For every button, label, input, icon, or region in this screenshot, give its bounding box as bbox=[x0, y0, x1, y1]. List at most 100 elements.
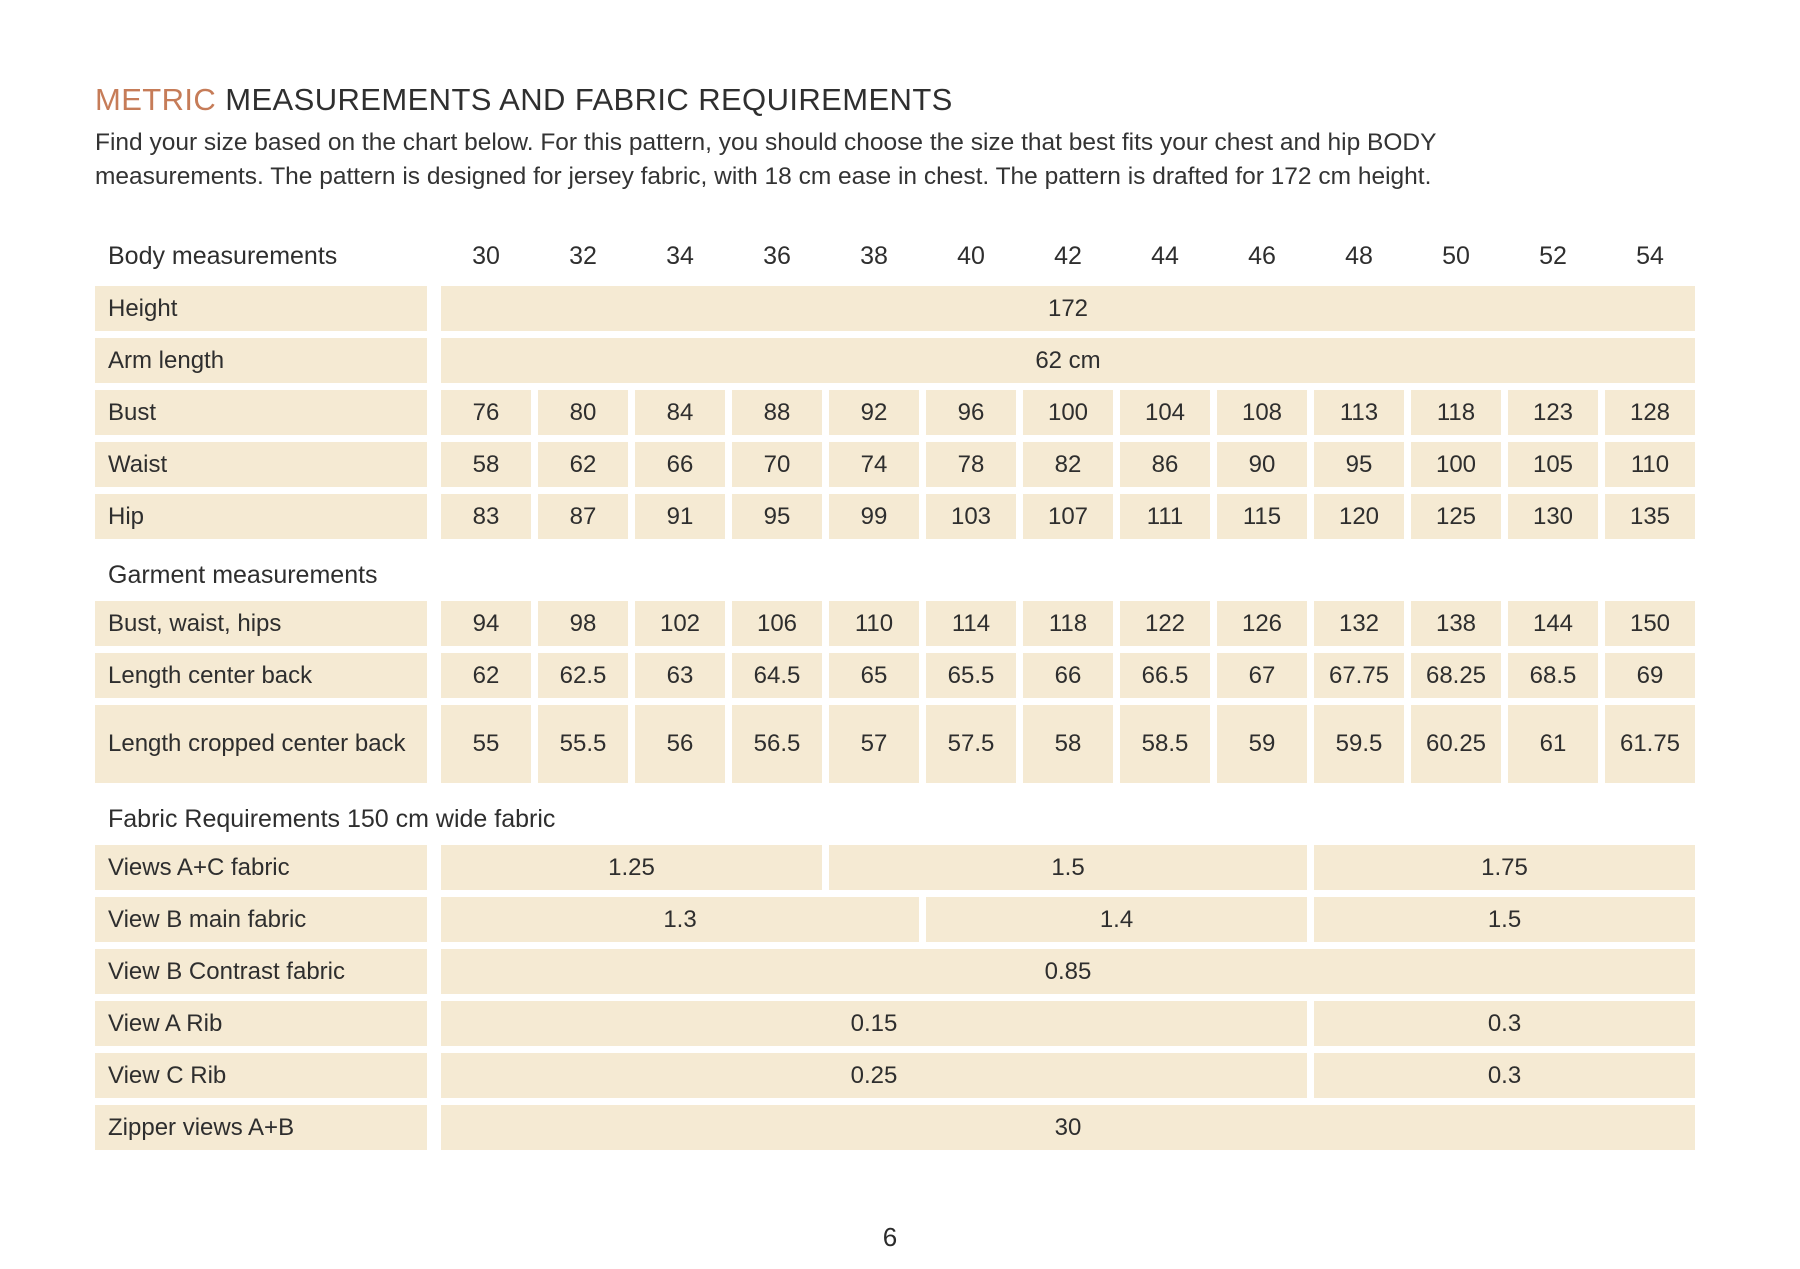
value-cell: 66 bbox=[635, 442, 725, 487]
value-cell: 118 bbox=[1023, 601, 1113, 646]
value-cell: 66 bbox=[1023, 653, 1113, 698]
size-chart-table: Body measurements 30 32 34 36 38 40 42 44 46 48 50 5… bbox=[95, 236, 1695, 1150]
value-cell: 74 bbox=[829, 442, 919, 487]
value-cell: 78 bbox=[926, 442, 1016, 487]
value-cell: 91 bbox=[635, 494, 725, 539]
size-column-header: 54 bbox=[1636, 241, 1664, 270]
value-cell: 30 bbox=[441, 1105, 1695, 1150]
size-column-header: 34 bbox=[666, 241, 694, 270]
value-cell: 55 bbox=[441, 705, 531, 783]
value-cell: 57.5 bbox=[926, 705, 1016, 783]
value-cell: 110 bbox=[1605, 442, 1695, 487]
table-row: Views A+C fabric 1.25 1.5 1.75 bbox=[95, 845, 1695, 890]
value-cell: 69 bbox=[1605, 653, 1695, 698]
title-highlight: METRIC bbox=[95, 82, 217, 117]
section-title: Garment measurements bbox=[108, 561, 378, 589]
value-cell: 62 bbox=[538, 442, 628, 487]
table-row: Hip 83 87 91 95 99 103 107 111 115 120 125 130 135 bbox=[95, 494, 1695, 539]
value-cell: 122 bbox=[1120, 601, 1210, 646]
value-cell: 82 bbox=[1023, 442, 1113, 487]
value-cell: 125 bbox=[1411, 494, 1501, 539]
row-label: Hip bbox=[95, 494, 427, 539]
value-cell: 1.4 bbox=[926, 897, 1307, 942]
table-row: Zipper views A+B 30 bbox=[95, 1105, 1695, 1150]
value-cell: 138 bbox=[1411, 601, 1501, 646]
page-number: 6 bbox=[882, 1222, 898, 1252]
value-cell: 96 bbox=[926, 390, 1016, 435]
table-row: Arm length 62 cm bbox=[95, 338, 1695, 383]
value-cell: 172 bbox=[441, 286, 1695, 331]
value-cell: 57 bbox=[829, 705, 919, 783]
value-cell: 62 bbox=[441, 653, 531, 698]
value-cell: 130 bbox=[1508, 494, 1598, 539]
value-cell: 59.5 bbox=[1314, 705, 1404, 783]
value-cell: 132 bbox=[1314, 601, 1404, 646]
size-column-header: 32 bbox=[569, 241, 597, 270]
value-cell: 87 bbox=[538, 494, 628, 539]
value-cell: 83 bbox=[441, 494, 531, 539]
row-label: Body measurements bbox=[108, 242, 338, 270]
value-cell: 58 bbox=[1023, 705, 1113, 783]
value-cell: 67.75 bbox=[1314, 653, 1404, 698]
value-cell: 120 bbox=[1314, 494, 1404, 539]
value-cell: 111 bbox=[1120, 494, 1210, 539]
value-cell: 67 bbox=[1217, 653, 1307, 698]
value-cell: 61.75 bbox=[1605, 705, 1695, 783]
table-row: Length center back 62 62.5 63 64.5 65 65.5 66 66… bbox=[95, 653, 1695, 698]
value-cell: 62.5 bbox=[538, 653, 628, 698]
value-cell: 103 bbox=[926, 494, 1016, 539]
section-header-row: Garment measurements bbox=[95, 559, 1695, 591]
value-cell: 0.3 bbox=[1314, 1001, 1695, 1046]
value-cell: 115 bbox=[1217, 494, 1307, 539]
size-column-header: 42 bbox=[1054, 241, 1082, 270]
row-label: View B main fabric bbox=[95, 897, 427, 942]
table-row: View B main fabric 1.3 1.4 1.5 bbox=[95, 897, 1695, 942]
value-cell: 56.5 bbox=[732, 705, 822, 783]
value-cell: 0.3 bbox=[1314, 1053, 1695, 1098]
size-column-header: 36 bbox=[763, 241, 791, 270]
value-cell: 58.5 bbox=[1120, 705, 1210, 783]
value-cell: 80 bbox=[538, 390, 628, 435]
size-column-header: 52 bbox=[1539, 241, 1567, 270]
value-cell: 1.25 bbox=[441, 845, 822, 890]
table-row: Length cropped center back 55 55.5 56 56.5 57… bbox=[95, 705, 1695, 783]
table-row: Bust, waist, hips 94 98 102 106 110 114 118 122 1… bbox=[95, 601, 1695, 646]
value-cell: 63 bbox=[635, 653, 725, 698]
table-row: View B Contrast fabric 0.85 bbox=[95, 949, 1695, 994]
value-cell: 118 bbox=[1411, 390, 1501, 435]
row-label: Waist bbox=[95, 442, 427, 487]
row-label: Arm length bbox=[95, 338, 427, 383]
value-cell: 95 bbox=[732, 494, 822, 539]
value-cell: 1.5 bbox=[1314, 897, 1695, 942]
page-content: METRIC MEASUREMENTS AND FABRIC REQUIREME… bbox=[95, 82, 1695, 1150]
row-label: Height bbox=[95, 286, 427, 331]
value-cell: 110 bbox=[829, 601, 919, 646]
value-cell: 113 bbox=[1314, 390, 1404, 435]
value-cell: 86 bbox=[1120, 442, 1210, 487]
value-cell: 0.85 bbox=[441, 949, 1695, 994]
size-column-header: 46 bbox=[1248, 241, 1276, 270]
value-cell: 65.5 bbox=[926, 653, 1016, 698]
table-row: View A Rib 0.15 0.3 bbox=[95, 1001, 1695, 1046]
size-column-header: 48 bbox=[1345, 241, 1373, 270]
table-row: Bust 76 80 84 88 92 96 100 104 108 113 118 123 128 bbox=[95, 390, 1695, 435]
value-cell: 0.15 bbox=[441, 1001, 1307, 1046]
value-cell: 128 bbox=[1605, 390, 1695, 435]
value-cell: 84 bbox=[635, 390, 725, 435]
value-cell: 100 bbox=[1411, 442, 1501, 487]
row-label: Length center back bbox=[95, 653, 427, 698]
value-cell: 1.5 bbox=[829, 845, 1307, 890]
size-column-header: 50 bbox=[1442, 241, 1470, 270]
value-cell: 95 bbox=[1314, 442, 1404, 487]
value-cell: 62 cm bbox=[441, 338, 1695, 383]
table-row: Height 172 bbox=[95, 286, 1695, 331]
size-header-row: Body measurements 30 32 34 36 38 40 42 44 46 48 50 5… bbox=[95, 236, 1695, 276]
value-cell: 102 bbox=[635, 601, 725, 646]
value-cell: 108 bbox=[1217, 390, 1307, 435]
value-cell: 68.25 bbox=[1411, 653, 1501, 698]
intro-line-1: Find your size based on the chart below.… bbox=[95, 129, 1437, 156]
value-cell: 66.5 bbox=[1120, 653, 1210, 698]
page-title: METRIC MEASUREMENTS AND FABRIC REQUIREME… bbox=[95, 82, 1695, 118]
value-cell: 107 bbox=[1023, 494, 1113, 539]
